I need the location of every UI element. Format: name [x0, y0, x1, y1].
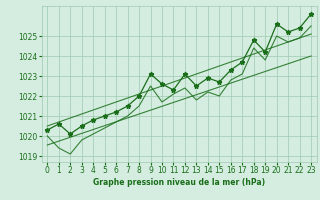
X-axis label: Graphe pression niveau de la mer (hPa): Graphe pression niveau de la mer (hPa) [93, 178, 265, 187]
